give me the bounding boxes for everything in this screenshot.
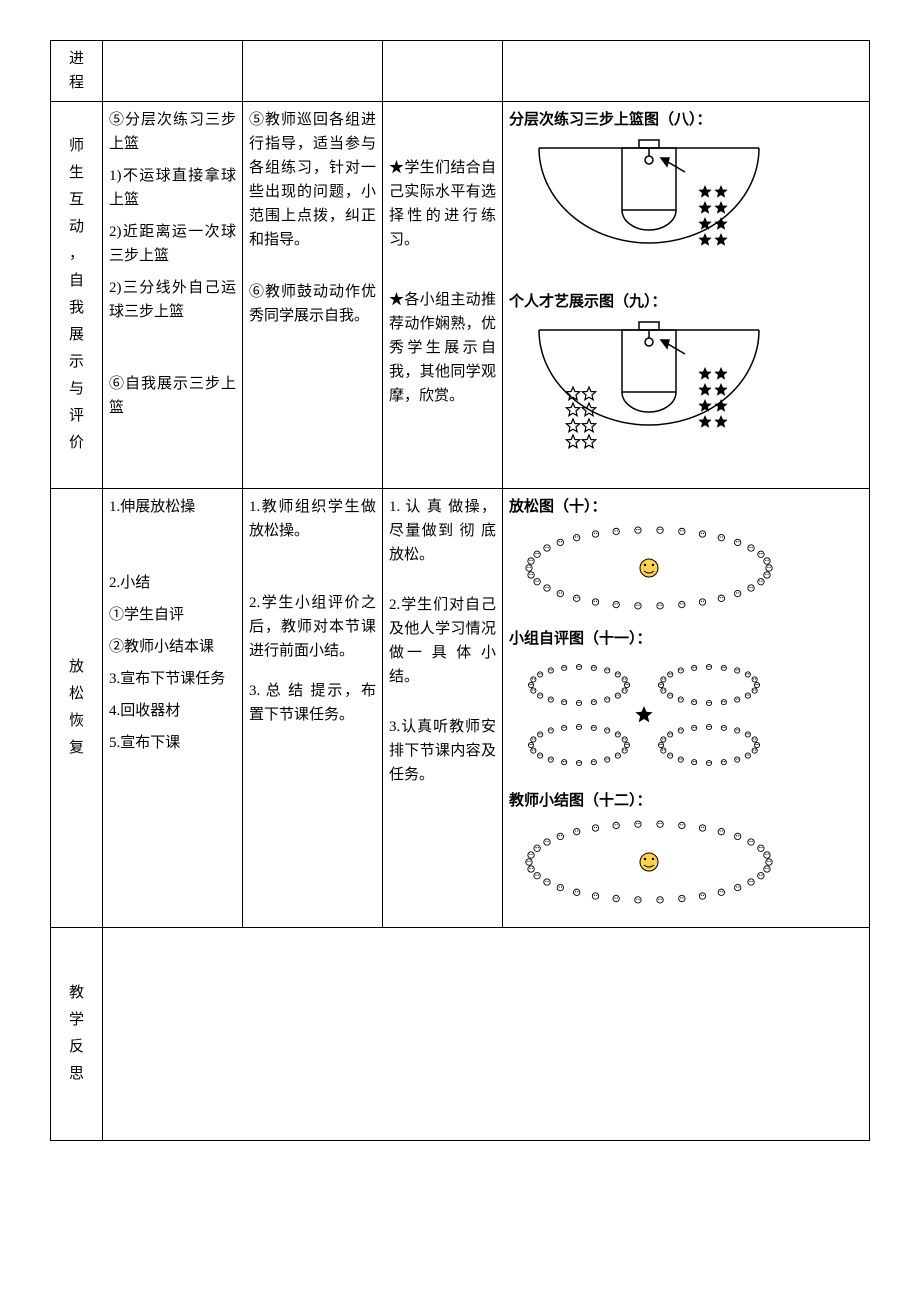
v-char: ，	[57, 241, 96, 268]
section-interaction-row: 师 生 互 动 ， 自 我 展 示 与 评 价 ⑤分层次练习三步上篮 1)不运球…	[51, 102, 870, 489]
oval-diagram-10	[509, 523, 789, 613]
v-char: 动	[57, 214, 96, 241]
figure-8-title: 分层次练习三步上篮图（八）：	[509, 108, 863, 132]
relax-diagrams: 放松图（十）： 小组自评图（十一）： 教师小结图（十二）：	[503, 489, 870, 928]
activity-5-item: 1)不运球直接拿球上篮	[109, 164, 236, 212]
v-char: 价	[57, 430, 96, 457]
relax-item: 3.宣布下节课任务	[109, 667, 236, 691]
section-reflection-label: 教 学 反 思	[51, 928, 103, 1141]
figure-12-title: 教师小结图（十二）：	[509, 789, 863, 813]
v-char: 学	[57, 1007, 96, 1034]
relax-student-item: 3.认真听教师安排下节课内容及任务。	[389, 715, 496, 787]
v-char: 放	[57, 654, 96, 681]
section-reflection-row: 教 学 反 思	[51, 928, 870, 1141]
v-char: 松	[57, 681, 96, 708]
page-root: 进 程 师 生 互 动 ， 自 我 展 示 与 评 价 ⑤分层次练习三步上篮 1…	[50, 40, 870, 1141]
interaction-diagrams: 分层次练习三步上篮图（八）：	[503, 102, 870, 489]
figure-11-title: 小组自评图（十一）：	[509, 627, 863, 651]
header-col3	[243, 41, 383, 102]
relax-subitem: ①学生自评	[109, 603, 236, 627]
v-char: 思	[57, 1061, 96, 1088]
v-char: 教	[57, 980, 96, 1007]
section-relax-label: 放 松 恢 复	[51, 489, 103, 928]
v-char: 复	[57, 735, 96, 762]
v-char: 评	[57, 403, 96, 430]
student-action-a: ★学生们结合自己实际水平有选择性的进行练习。	[389, 156, 496, 252]
figure-8-group: 分层次练习三步上篮图（八）：	[509, 108, 863, 276]
interaction-student: ★学生们结合自己实际水平有选择性的进行练习。 ★各小组主动推荐动作娴熟，优秀学生…	[383, 102, 503, 489]
interaction-activities: ⑤分层次练习三步上篮 1)不运球直接拿球上篮 2)近距离运一次球三步上篮 2)三…	[103, 102, 243, 489]
relax-item: 5.宣布下课	[109, 731, 236, 755]
figure-9-title: 个人才艺展示图（九）：	[509, 290, 863, 314]
figure-9-group: 个人才艺展示图（九）：	[509, 290, 863, 468]
v-char: 师	[57, 133, 96, 160]
oval-diagram-12	[509, 817, 789, 907]
v-char: 反	[57, 1034, 96, 1061]
relax-teacher-item: 3. 总 结 提示，布置下节课任务。	[249, 679, 376, 727]
figure-11-group: 小组自评图（十一）：	[509, 627, 863, 775]
figure-10-title: 放松图（十）：	[509, 495, 863, 519]
relax-subitem: ②教师小结本课	[109, 635, 236, 659]
activity-5-item: 2)三分线外自己运球三步上篮	[109, 276, 236, 324]
relax-item: 4.回收器材	[109, 699, 236, 723]
activity-5-title: ⑤分层次练习三步上篮	[109, 108, 236, 156]
activity-5-item: 2)近距离运一次球三步上篮	[109, 220, 236, 268]
student-action-b: ★各小组主动推荐动作娴熟，优秀学生展示自我，其他同学观摩，欣赏。	[389, 288, 496, 408]
section-interaction-label: 师 生 互 动 ， 自 我 展 示 与 评 价	[51, 102, 103, 489]
relax-student-item: 1. 认 真 做操，尽量做到 彻 底 放松。	[389, 495, 496, 567]
relax-teacher-item: 2.学生小组评价之后，教师对本节课进行前面小结。	[249, 591, 376, 663]
interaction-teacher: ⑤教师巡回各组进行指导，适当参与各组练习，针对一些出现的问题，小范围上点拨，纠正…	[243, 102, 383, 489]
v-char: 自	[57, 268, 96, 295]
relax-teacher-item: 1.教师组织学生做放松操。	[249, 495, 376, 543]
figure-10-group: 放松图（十）：	[509, 495, 863, 613]
teacher-action-5: ⑤教师巡回各组进行指导，适当参与各组练习，针对一些出现的问题，小范围上点拨，纠正…	[249, 108, 376, 252]
relax-item: 1.伸展放松操	[109, 495, 236, 519]
figure-12-group: 教师小结图（十二）：	[509, 789, 863, 907]
header-col2	[103, 41, 243, 102]
lesson-plan-table: 进 程 师 生 互 动 ， 自 我 展 示 与 评 价 ⑤分层次练习三步上篮 1…	[50, 40, 870, 1141]
reflection-body	[103, 928, 870, 1141]
v-char: 恢	[57, 708, 96, 735]
court-diagram-8	[509, 136, 789, 276]
table-header-row: 进 程	[51, 41, 870, 102]
relax-item: 2.小结	[109, 571, 236, 595]
header-col4	[383, 41, 503, 102]
relax-activities: 1.伸展放松操 2.小结 ①学生自评 ②教师小结本课 3.宣布下节课任务 4.回…	[103, 489, 243, 928]
v-char: 与	[57, 376, 96, 403]
relax-teacher: 1.教师组织学生做放松操。 2.学生小组评价之后，教师对本节课进行前面小结。 3…	[243, 489, 383, 928]
v-char: 互	[57, 187, 96, 214]
teacher-action-6: ⑥教师鼓动动作优秀同学展示自我。	[249, 280, 376, 328]
group-diagram-11	[509, 655, 789, 775]
court-diagram-9	[509, 318, 789, 468]
header-col1: 进 程	[51, 41, 103, 102]
relax-student-item: 2.学生们对自己及他人学习情况做一 具 体 小结。	[389, 593, 496, 689]
section-relax-row: 放 松 恢 复 1.伸展放松操 2.小结 ①学生自评 ②教师小结本课 3.宣布下…	[51, 489, 870, 928]
v-char: 展	[57, 322, 96, 349]
v-char: 我	[57, 295, 96, 322]
relax-student: 1. 认 真 做操，尽量做到 彻 底 放松。 2.学生们对自己及他人学习情况做一…	[383, 489, 503, 928]
header-col5	[503, 41, 870, 102]
v-char: 示	[57, 349, 96, 376]
v-char: 生	[57, 160, 96, 187]
activity-6-title: ⑥自我展示三步上篮	[109, 372, 236, 420]
